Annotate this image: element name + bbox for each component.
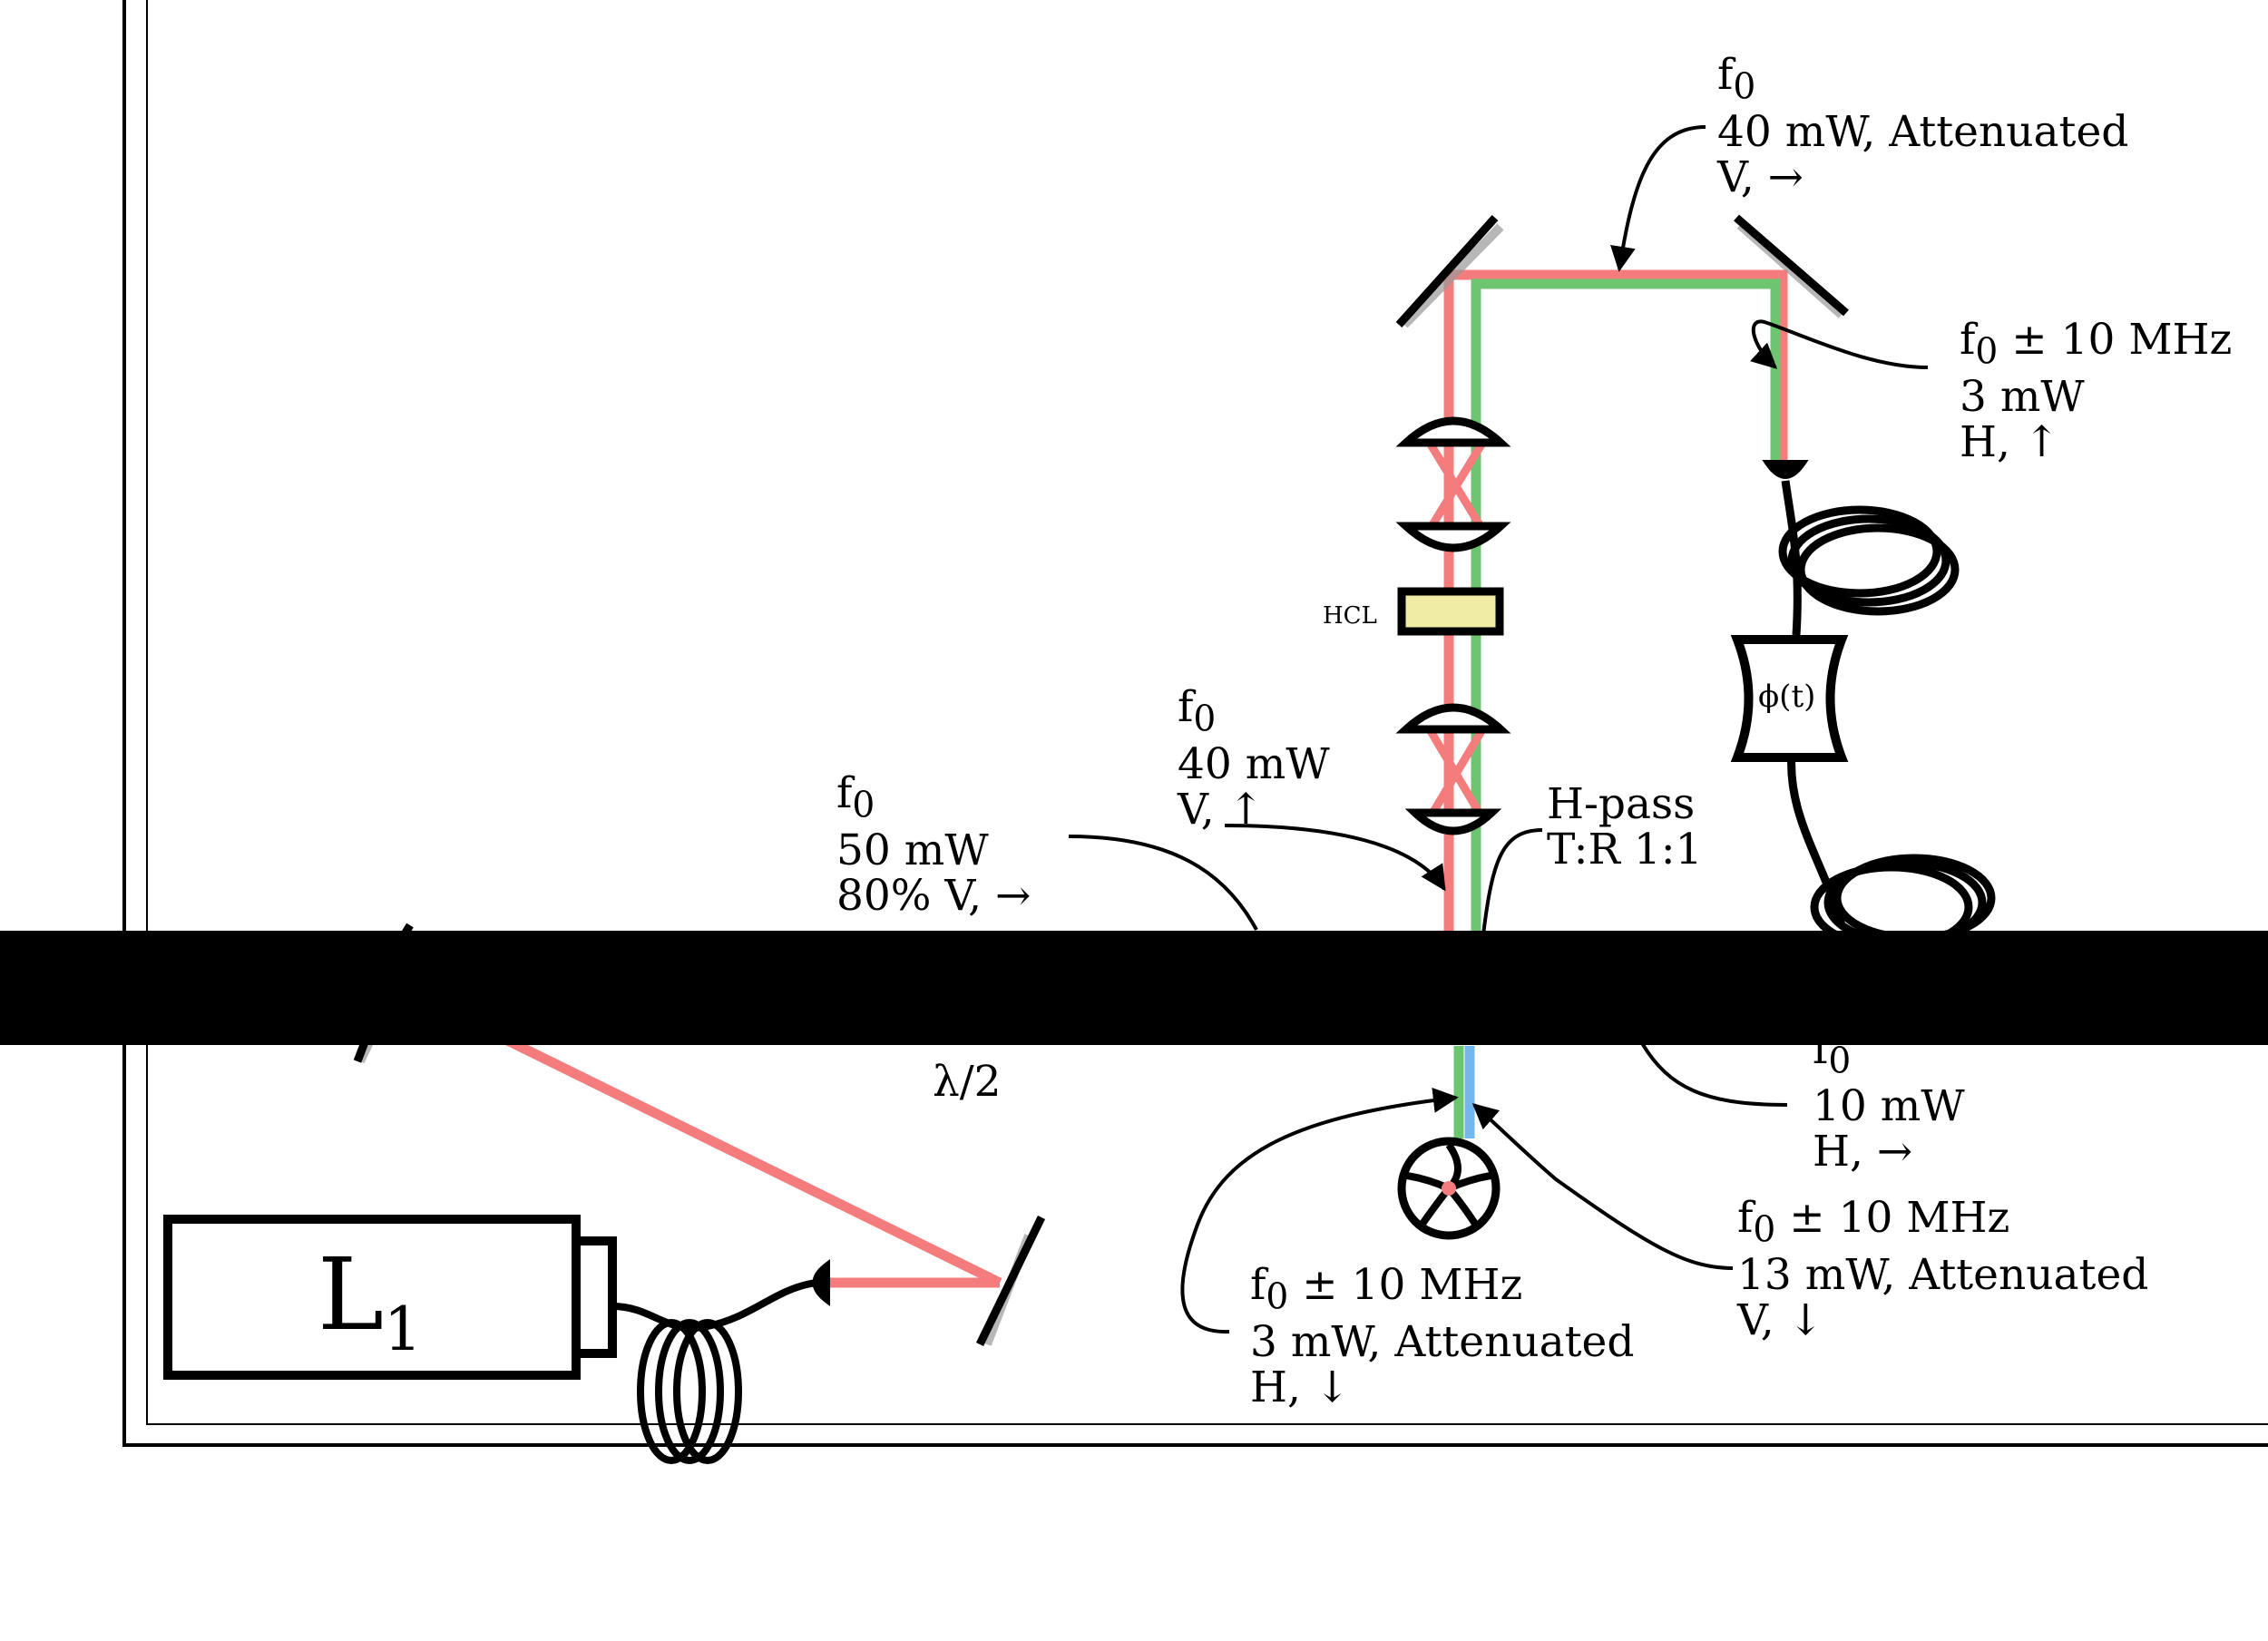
annotation-detector-right: f0 ± 10 MHz 13 mW, Attenuated V, ↓	[1737, 1193, 2149, 1346]
annotation-right-arm: f0 ± 10 MHz 3 mW H, ↑	[1960, 315, 2233, 468]
leader-right-arm	[1750, 319, 1929, 369]
photodetector-icon	[1397, 1137, 1501, 1240]
hcl-label: HCL	[1323, 602, 1377, 630]
lens-2	[1395, 522, 1511, 552]
lens-3	[1395, 703, 1511, 734]
beam-telescope-top-cross	[1427, 442, 1485, 531]
annotation-detector-left: f0 ± 10 MHz 3 mW, Attenuated H, ↓	[1250, 1260, 1635, 1413]
annotation-top-beam: f0 40 mW, Attenuated V, →	[1717, 50, 2129, 203]
fiber-collimator-right	[1762, 460, 1809, 479]
fiber-collimator-laser	[812, 1259, 830, 1306]
laser-body	[163, 1215, 617, 1380]
phase-modulator-box	[1730, 635, 1849, 762]
mirror-top-right	[1734, 214, 1849, 318]
lens-4	[1404, 808, 1502, 835]
leader-right-output	[1640, 1041, 1788, 1107]
mirror-bottom-right	[975, 1216, 1046, 1346]
leader-detector-right	[1471, 1103, 1734, 1270]
leader-input	[1068, 835, 1258, 931]
laser-fiber	[611, 1279, 817, 1464]
leader-beamsplitter	[1481, 828, 1543, 935]
beamsplitter-label: H-pass T:R 1:1	[1547, 779, 1703, 874]
leader-left-arm	[1224, 824, 1446, 892]
annotation-leaders	[1068, 125, 1929, 1334]
beam-diagonal	[474, 1021, 1002, 1287]
beam-telescope-bottom-cross	[1427, 728, 1485, 819]
annotation-input: f0 50 mW 80% V, →	[836, 768, 1031, 922]
leader-detector-left	[1180, 1087, 1459, 1334]
hcl-cell	[1397, 587, 1504, 636]
annotation-right-output: f0 10 mW H, →	[1813, 1024, 1965, 1177]
lens-1	[1395, 416, 1511, 447]
redaction-bar	[0, 931, 2268, 1045]
mirror-top-left	[1395, 214, 1504, 328]
annotation-left-arm: f0 40 mW V, ↑	[1178, 682, 1330, 835]
waveplate-label: λ/2	[933, 1057, 1002, 1107]
optical-table-border	[122, 0, 2268, 1447]
leader-top-beam	[1610, 125, 1706, 272]
phase-modulator-label: ϕ(t)	[1758, 679, 1816, 715]
telescope-lenses	[1395, 416, 1511, 835]
laser-label: L1	[318, 1236, 423, 1364]
